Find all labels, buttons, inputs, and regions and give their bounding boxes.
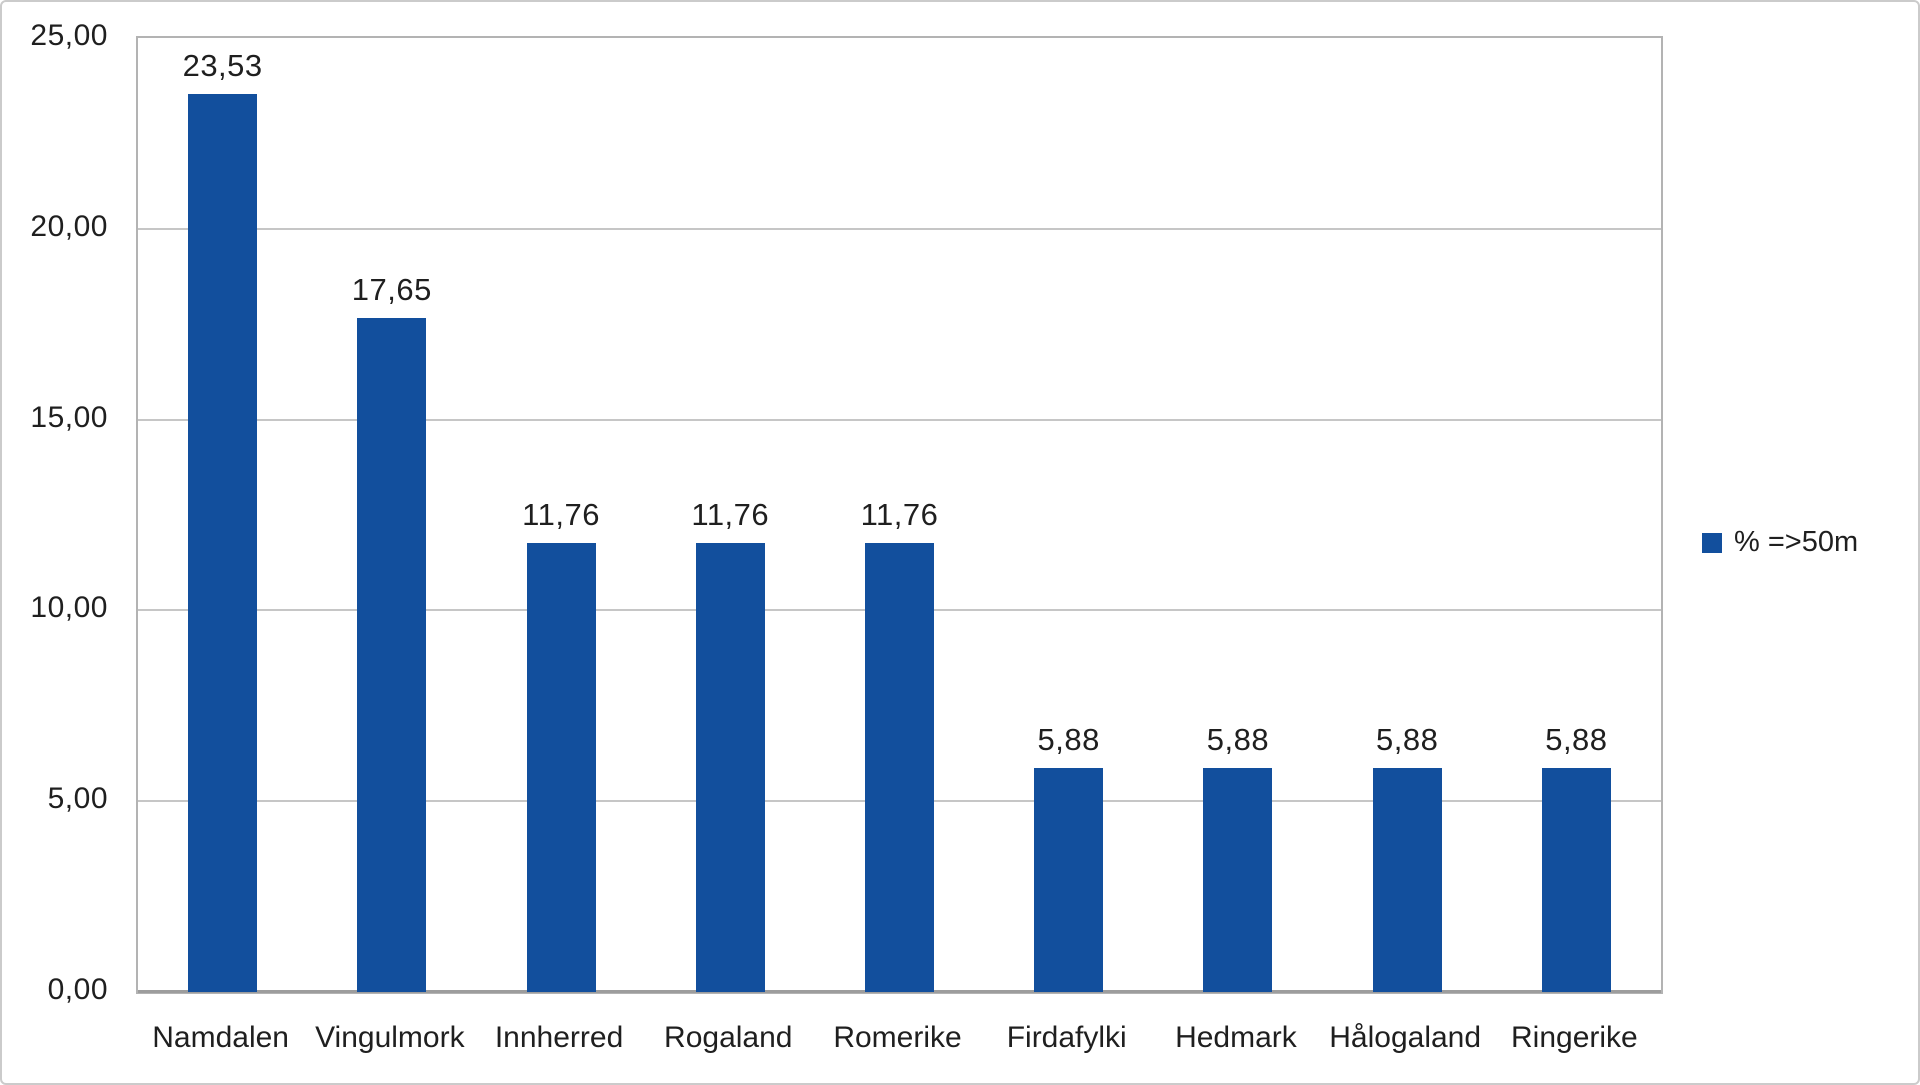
bar-value-label: 5,88 [1375, 721, 1439, 757]
bar-value-label: 11,76 [522, 497, 600, 533]
x-category-label: Romerike [833, 1021, 962, 1054]
bar-value-label: 11,76 [860, 497, 939, 533]
bar-firdafylki [1034, 767, 1104, 992]
x-category-label: Namdalen [152, 1021, 289, 1054]
bar-vingulmork [357, 318, 427, 992]
bar-value-label: 5,88 [1037, 721, 1100, 757]
bar-value-label: 5,88 [1206, 721, 1270, 757]
y-tick-label: 0,00 [47, 973, 108, 1006]
legend: % =>50m [1702, 526, 1858, 559]
bar-value-label: 23,53 [182, 48, 263, 84]
gridline [138, 227, 1661, 230]
y-tick-label: 20,00 [30, 209, 108, 243]
x-category-label: Hålogaland [1329, 1021, 1482, 1054]
bar-hålogaland [1372, 767, 1442, 992]
x-category-label: Hedmark [1175, 1021, 1297, 1054]
bar-value-label: 17,65 [351, 272, 432, 308]
y-tick-label: 25,00 [30, 19, 108, 52]
bar-hedmark [1203, 767, 1273, 992]
legend-swatch-icon [1702, 532, 1722, 553]
legend-label: % =>50m [1734, 526, 1859, 558]
bar-value-label: 11,76 [691, 497, 770, 533]
bar-value-label: 5,88 [1545, 721, 1608, 757]
gridline [138, 418, 1661, 421]
bar-namdalen [188, 94, 258, 992]
x-category-label: Vingulmork [315, 1021, 465, 1054]
x-category-label: Innherred [494, 1021, 624, 1054]
bar-innherred [526, 543, 596, 992]
plot-area: 23,53 17,65 11,76 11,76 11,76 5,88 5,88 5,88 5,8… [136, 36, 1663, 994]
x-category-label: Ringerike [1511, 1021, 1638, 1054]
y-tick-label: 10,00 [30, 591, 108, 625]
y-tick-label: 15,00 [30, 400, 108, 434]
x-category-label: Firdafylki [1006, 1021, 1127, 1054]
y-tick-label: 5,00 [47, 782, 108, 816]
bar-rogaland [695, 543, 765, 992]
bar-ringerike [1541, 767, 1611, 992]
bar-romerike [865, 543, 934, 992]
x-category-label: Rogaland [664, 1021, 793, 1054]
